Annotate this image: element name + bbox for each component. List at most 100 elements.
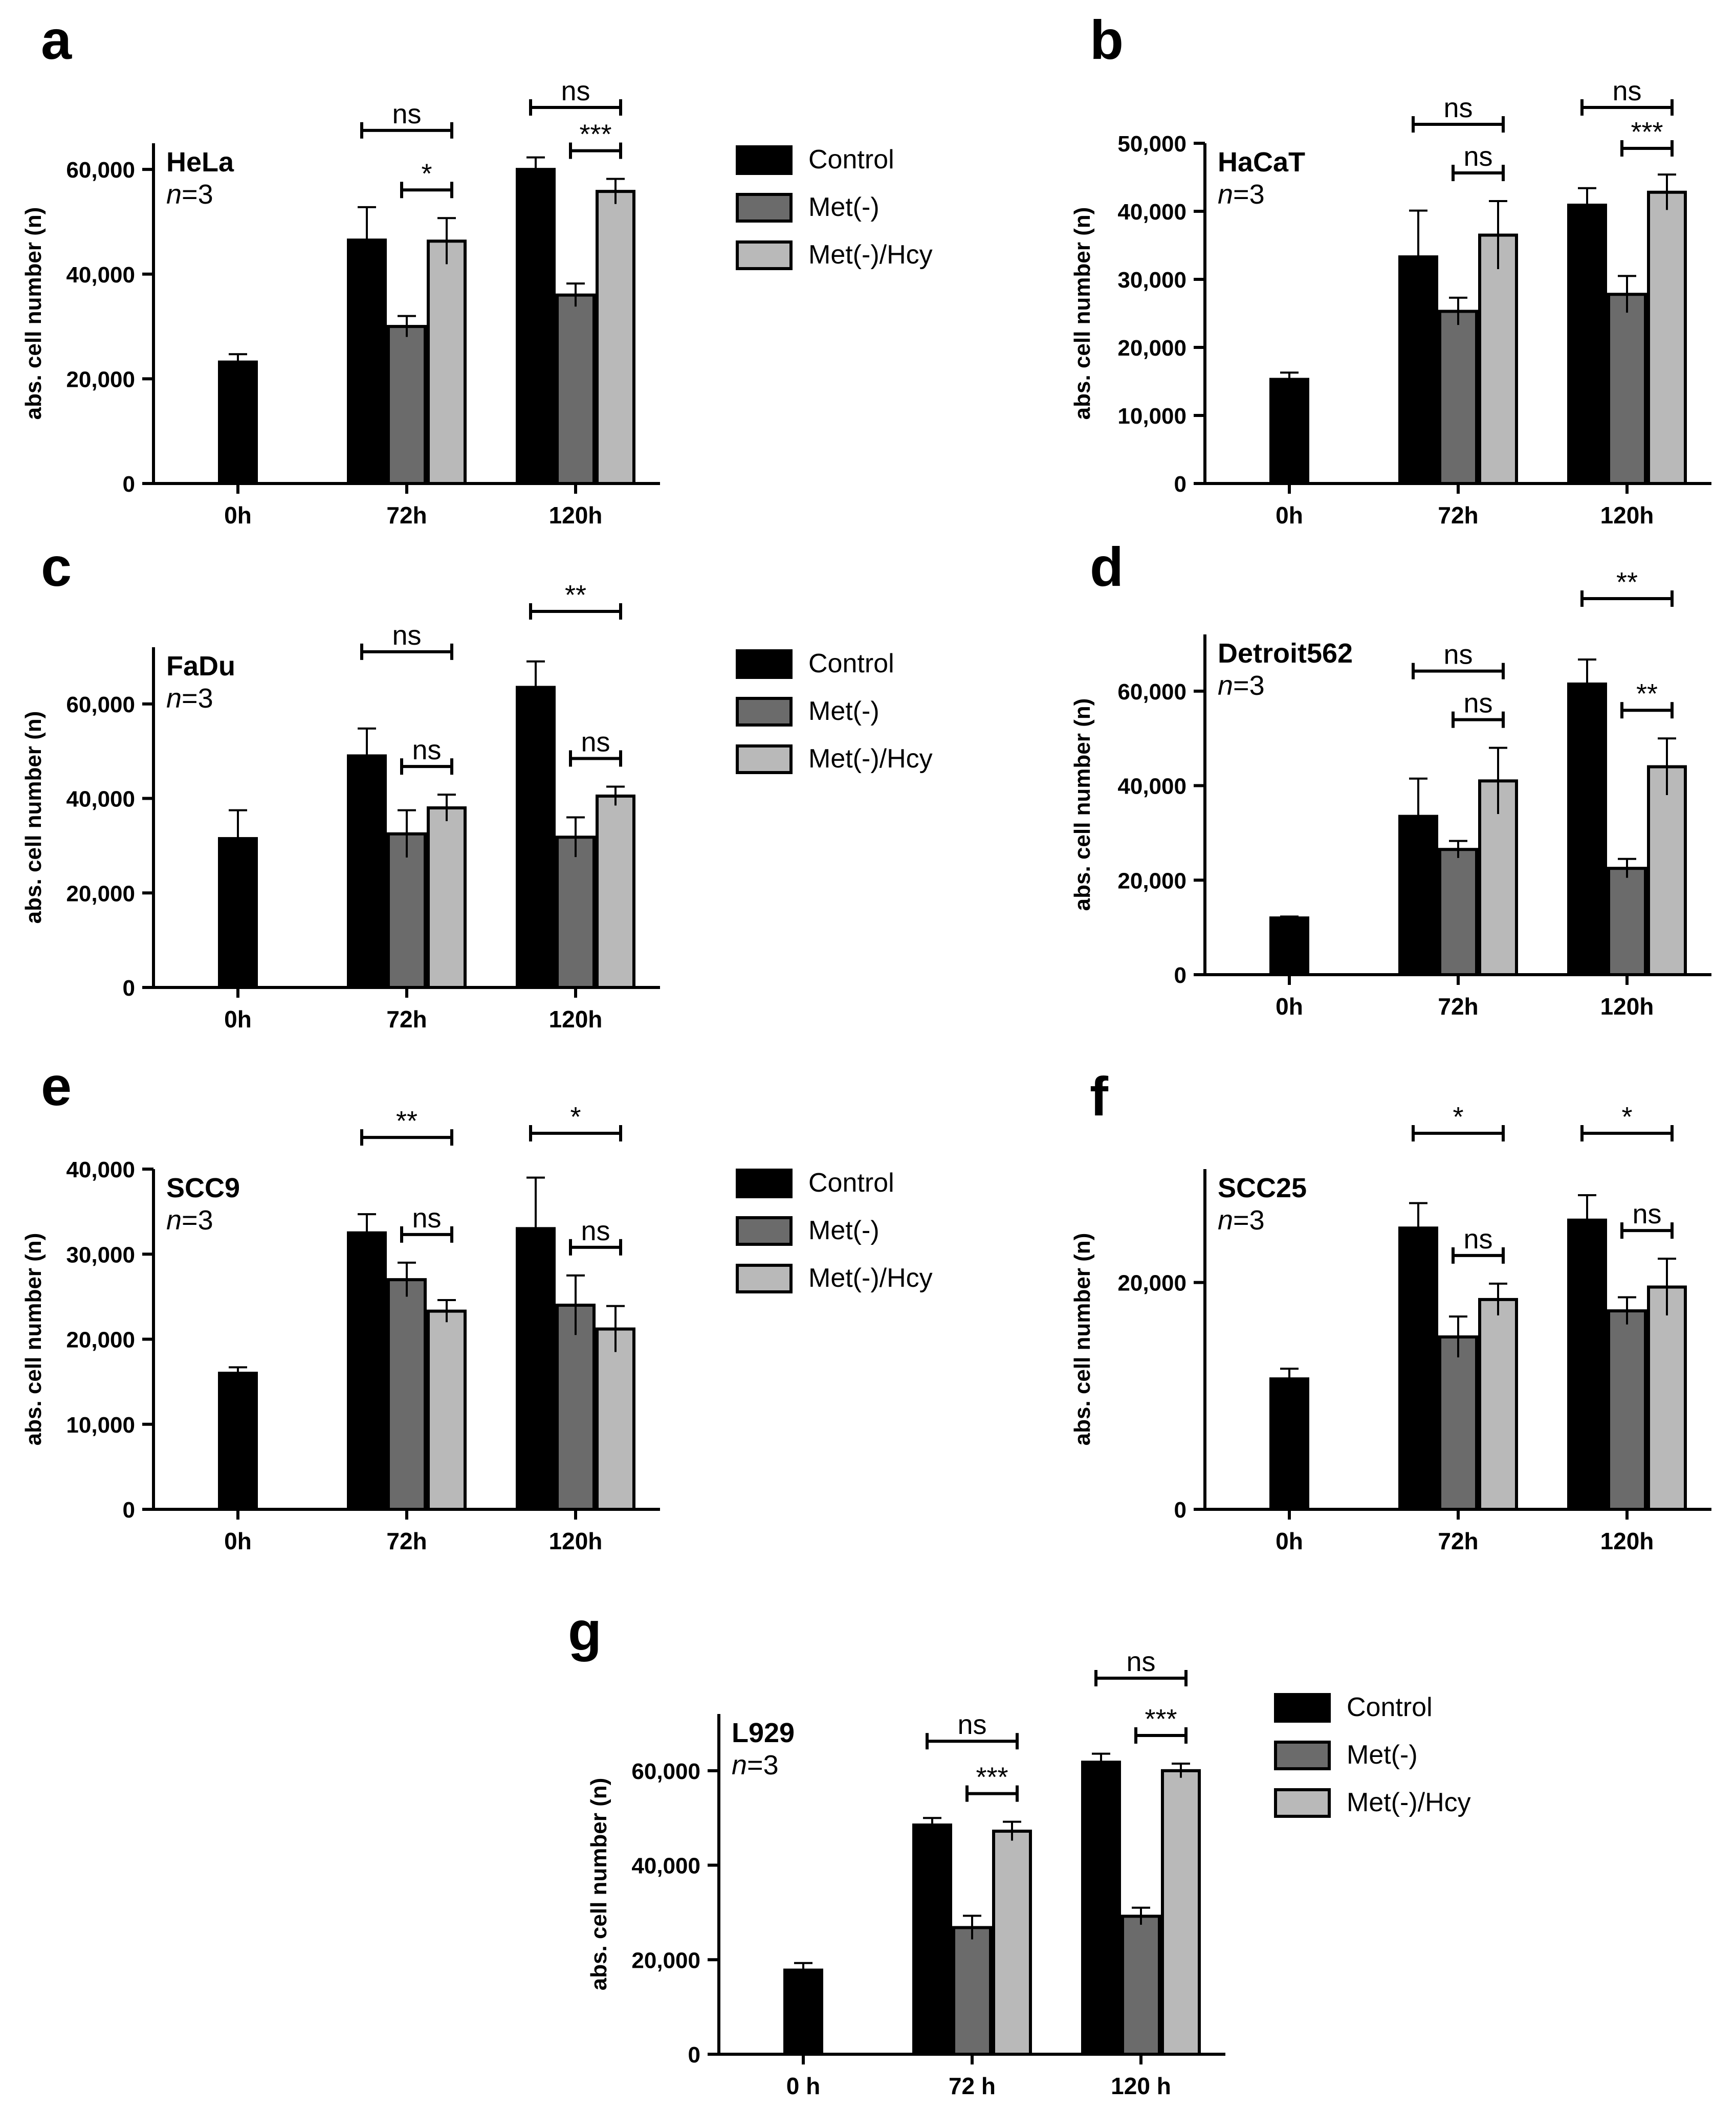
significance-label: ns [392,99,421,129]
significance-label: ns [581,727,610,757]
panel-b: b 0 10,000 20,000 30,000 40,000 50,000 abs. cel… [1070,9,1711,529]
bar-met--1 [952,1926,992,2056]
significance-label: ns [1126,1646,1155,1677]
significance-label: ns [392,620,421,651]
significance-label: ns [1443,640,1473,670]
panel-d: d 0 20,000 40,000 60,000 abs. cell number (n)… [1070,536,1711,1020]
legend-swatch [1274,1788,1331,1818]
significance-label: * [570,1102,581,1132]
legend: Control Met(-) Met(-)/Hcy [736,145,933,270]
legend-label: Met(-) [1347,1740,1418,1770]
panel-label: d [1090,536,1124,598]
x-tick-label: 120h [549,1528,603,1554]
significance-label: ns [1612,76,1641,106]
n-label-n: n [732,1750,747,1781]
y-axis-label: abs. cell number (n) [21,1233,46,1446]
n-label: n=3 [1218,1205,1265,1236]
legend-swatch [736,744,793,774]
cell-line-label: SCC25 [1218,1173,1307,1203]
legend: Control Met(-) Met(-)/Hcy [736,649,933,774]
x-tick-label: 120h [1600,502,1654,529]
panel-label: f [1090,1065,1109,1127]
bar-met--1 [1438,848,1478,976]
legend-label: Met(-)/Hcy [808,240,933,270]
legend-swatch [736,697,793,727]
n-label: n=3 [166,1205,213,1236]
bar-control-1 [1398,1226,1438,1511]
x-tick-label: 0h [224,1528,252,1554]
x-tick-label: 72h [1438,1528,1478,1554]
y-tick-label: 40,000 [66,1157,135,1182]
cell-line-label: L929 [732,1718,795,1748]
y-tick-label: 60,000 [631,1759,700,1784]
x-tick-label: 72h [1438,502,1478,529]
significance-label: ** [1616,567,1638,598]
legend-label: Met(-)/Hcy [808,1263,933,1293]
significance-label: * [1453,1102,1463,1132]
bar-met--2 [556,1304,596,1511]
legend-label: Control [808,145,894,174]
legend-swatch [736,193,793,223]
legend-label: Met(-) [808,192,880,222]
significance-label: * [1621,1102,1632,1132]
bar-met--2 [556,293,596,485]
y-tick-label: 20,000 [66,1328,135,1353]
y-tick-label: 0 [123,472,135,497]
bar-control-2 [1567,1218,1607,1511]
significance-label: ns [412,1203,441,1234]
legend-swatch [736,1264,793,1293]
bar-met--1 [1438,310,1478,485]
bar-met-hcy-2 [596,794,635,989]
n-label: n=3 [166,683,213,714]
legend-swatch [736,1169,793,1198]
bar-met-hcy-2 [1161,1769,1201,2056]
y-tick-label: 0 [1174,1498,1186,1523]
panel-c: c 0 20,000 40,000 60,000 abs. cell number (n)… [21,536,933,1032]
y-tick-label: 0 [123,1498,135,1523]
cell-line-label: FaDu [166,651,235,682]
x-tick-label: 120h [1600,1528,1654,1554]
y-axis-label: abs. cell number (n) [586,1778,611,1991]
legend-label: Met(-)/Hcy [1347,1788,1471,1817]
n-label-n: n [166,1205,182,1236]
y-tick-label: 0 [1174,963,1186,988]
y-tick-label: 60,000 [1117,679,1186,705]
bar-met-hcy-2 [1647,765,1687,976]
panel-label: c [41,536,72,598]
cell-line-label: Detroit562 [1218,638,1353,669]
bar-control-0 [783,1968,823,2056]
bar-met--1 [1438,1335,1478,1511]
y-tick-label: 60,000 [66,158,135,183]
x-tick-label: 0h [1276,1528,1303,1554]
bar-met--2 [1607,293,1647,485]
y-axis-label: abs. cell number (n) [21,711,46,924]
y-tick-label: 0 [688,2042,700,2068]
significance-label: * [421,158,432,189]
bar-met-hcy-1 [427,806,467,990]
legend-label: Control [808,1168,894,1198]
bar-met-hcy-2 [596,1327,635,1511]
y-tick-label: 20,000 [1117,336,1186,361]
bar-met--2 [1607,867,1647,976]
legend-label: Control [808,649,894,678]
significance-label: ns [561,76,590,106]
legend-swatch [1274,1741,1331,1770]
bar-control-0 [218,1372,258,1511]
n-label: n=3 [1218,179,1265,210]
cell-line-label: HaCaT [1218,147,1305,178]
y-tick-label: 0 [1174,472,1186,497]
x-tick-label: 120h [549,1006,603,1032]
bar-control-0 [1269,378,1309,486]
y-axis-label: abs. cell number (n) [1070,1233,1095,1446]
n-label-value: =3 [182,1205,213,1236]
x-tick-label: 0h [1276,993,1303,1020]
x-tick-label: 72h [1438,993,1478,1020]
x-tick-label: 120h [1600,993,1654,1020]
significance-label: ** [1636,678,1658,709]
n-label-value: =3 [182,179,213,210]
n-label: n=3 [1218,670,1265,701]
n-label: n=3 [732,1750,779,1781]
significance-label: ns [1463,688,1492,719]
y-tick-label: 40,000 [631,1854,700,1879]
